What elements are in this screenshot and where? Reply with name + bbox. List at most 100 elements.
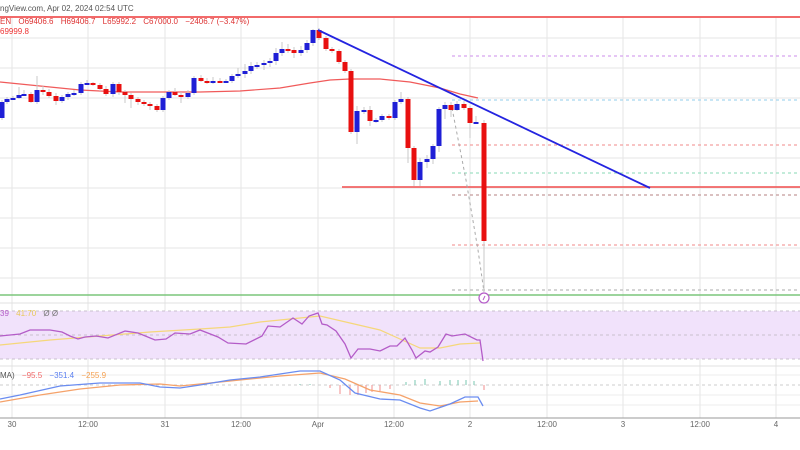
bull-candle bbox=[34, 90, 40, 102]
bear-candle bbox=[172, 92, 178, 95]
bear-candle bbox=[198, 78, 204, 81]
bull-candle bbox=[436, 109, 442, 146]
bull-candle bbox=[84, 83, 90, 85]
bull-candle bbox=[310, 30, 316, 43]
bull-candle bbox=[185, 93, 191, 97]
time-axis-label: 4 bbox=[773, 420, 779, 429]
low-value: L65992.2 bbox=[102, 17, 137, 26]
bull-candle bbox=[210, 81, 216, 83]
bull-candle bbox=[361, 110, 367, 112]
bear-candle bbox=[46, 92, 52, 96]
bull-candle bbox=[430, 146, 436, 159]
bull-candle bbox=[417, 162, 423, 180]
bull-candle bbox=[398, 99, 404, 102]
bear-candle bbox=[316, 30, 322, 38]
chart-source-timestamp: ngView.com, Apr 02, 2024 02:54 UTC bbox=[0, 4, 134, 13]
rsi-ma-value: 41.70 bbox=[16, 309, 37, 318]
bear-candle bbox=[285, 49, 291, 51]
bull-candle bbox=[191, 78, 197, 93]
bear-candle bbox=[329, 49, 335, 51]
high-value: H69406.7 bbox=[60, 17, 96, 26]
bear-candle bbox=[178, 95, 184, 97]
time-axis-label: 30 bbox=[7, 420, 17, 429]
bull-candle bbox=[242, 71, 248, 74]
rsi-ma-line bbox=[0, 315, 481, 349]
bear-candle bbox=[28, 94, 34, 102]
macd-legend: MA) −95.5 −351.4 −255.9 bbox=[0, 371, 106, 380]
hidden-value-icon: Ø bbox=[51, 309, 59, 318]
bull-candle bbox=[454, 104, 460, 110]
bull-candle bbox=[21, 94, 27, 96]
rsi-legend: 39 41.70 Ø Ø bbox=[0, 309, 58, 318]
bear-candle bbox=[336, 51, 342, 62]
bull-candle bbox=[223, 81, 229, 83]
time-axis-label: 2 bbox=[467, 420, 473, 429]
bull-candle bbox=[59, 97, 65, 101]
bear-candle bbox=[481, 123, 487, 241]
bear-candle bbox=[448, 105, 454, 110]
close-value: C67000.0 bbox=[143, 17, 178, 26]
bull-candle bbox=[110, 84, 116, 94]
bull-candle bbox=[0, 102, 5, 118]
bear-candle bbox=[367, 110, 373, 121]
rsi-line bbox=[0, 312, 484, 362]
bull-candle bbox=[229, 76, 235, 81]
moving-average-line bbox=[0, 78, 479, 99]
bear-candle bbox=[147, 104, 153, 106]
bear-candle bbox=[135, 99, 141, 102]
macd-signal-value: −255.9 bbox=[81, 371, 107, 380]
bear-candle bbox=[116, 84, 122, 92]
bull-candle bbox=[4, 99, 10, 102]
bull-candle bbox=[261, 63, 267, 65]
time-axis-label: 12:00 bbox=[383, 420, 405, 429]
bull-candle bbox=[354, 111, 360, 132]
open-value: O69406.6 bbox=[18, 17, 54, 26]
bull-candle bbox=[16, 95, 22, 98]
macd-signal-line bbox=[0, 372, 479, 407]
projection-path bbox=[451, 107, 485, 293]
bear-candle bbox=[323, 38, 329, 49]
bull-candle bbox=[166, 92, 172, 98]
change-value: −2406.7 (−3.47%) bbox=[185, 17, 250, 26]
bull-candle bbox=[235, 74, 241, 76]
bear-candle bbox=[103, 89, 109, 94]
bear-candle bbox=[122, 92, 128, 95]
bull-candle bbox=[248, 66, 254, 71]
bear-candle bbox=[40, 90, 46, 92]
bear-candle bbox=[217, 81, 223, 83]
bear-candle bbox=[97, 85, 103, 89]
bull-candle bbox=[473, 122, 479, 124]
time-axis-label: 12:00 bbox=[689, 420, 711, 429]
bull-candle bbox=[279, 49, 285, 53]
bull-candle bbox=[392, 102, 398, 118]
time-axis-label: 12:00 bbox=[230, 420, 252, 429]
rsi-value: 39 bbox=[0, 309, 9, 318]
bear-candle bbox=[461, 104, 467, 108]
bear-candle bbox=[128, 95, 134, 99]
bear-candle bbox=[204, 81, 210, 83]
bull-candle bbox=[373, 120, 379, 122]
bull-candle bbox=[442, 105, 448, 109]
moving-average-value: 69999.8 bbox=[0, 27, 29, 36]
bear-candle bbox=[467, 108, 473, 123]
bear-candle bbox=[141, 102, 147, 104]
hidden-value-icon: Ø bbox=[43, 309, 50, 318]
macd-histogram-value: −95.5 bbox=[21, 371, 43, 380]
bull-candle bbox=[424, 159, 430, 162]
time-axis-label: 12:00 bbox=[536, 420, 558, 429]
bull-candle bbox=[379, 116, 385, 120]
bull-candle bbox=[10, 98, 16, 100]
macd-label: MA) bbox=[0, 371, 15, 380]
bear-candle bbox=[386, 116, 392, 118]
bull-candle bbox=[71, 93, 77, 95]
bull-candle bbox=[304, 43, 310, 50]
bear-candle bbox=[154, 106, 160, 110]
bear-candle bbox=[291, 50, 297, 53]
time-axis-label: 31 bbox=[160, 420, 170, 429]
symbol-suffix: EN bbox=[0, 17, 12, 26]
bear-candle bbox=[411, 148, 417, 180]
bull-candle bbox=[65, 94, 71, 97]
bull-candle bbox=[254, 65, 260, 67]
bull-candle bbox=[267, 61, 273, 63]
